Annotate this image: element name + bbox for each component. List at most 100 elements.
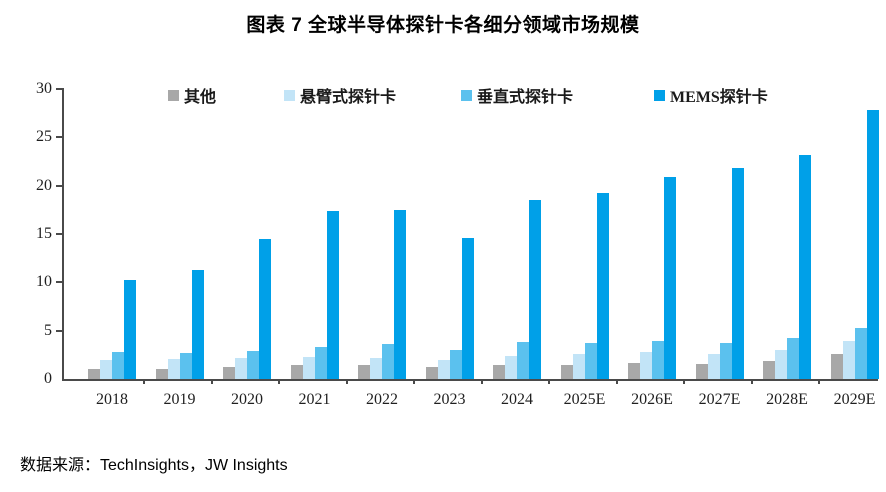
x-axis-label: 2021: [298, 391, 331, 408]
bar-2022-series1: [370, 357, 382, 379]
x-axis-label: 2028E: [766, 391, 808, 408]
bar-2025E-series1: [572, 353, 585, 379]
y-axis-label: 5: [44, 321, 52, 339]
bar-2025E-series0: [560, 364, 573, 379]
bar-2028E-series1: [775, 350, 787, 379]
bar-2028E-series2: [787, 338, 799, 379]
bar-2023-series0: [425, 367, 438, 379]
y-axis-tick: [56, 329, 64, 332]
bar-2021-series1: [302, 356, 315, 379]
bar-2027E-series3: [731, 168, 744, 379]
bar-2025E-series2: [584, 343, 597, 379]
legend-swatch-cantilever: [284, 89, 295, 101]
y-axis-tick: [56, 281, 64, 284]
x-axis-label: 2025E: [563, 391, 606, 408]
bar-2026E-series0: [628, 362, 640, 379]
bar-2027E-series0: [695, 363, 708, 379]
y-axis-tick: [56, 184, 64, 187]
bar-2019-series0: [155, 369, 168, 379]
bar-2022-series3: [394, 209, 406, 379]
x-axis-tick: [413, 379, 415, 384]
y-axis-tick: [56, 88, 64, 90]
x-axis-tick: [480, 379, 483, 384]
y-axis-tick: [56, 136, 64, 139]
source-note: 数据来源：TechInsights，JW Insights: [20, 457, 288, 474]
bar-2020-series2: [247, 350, 259, 379]
x-axis-label: 2018: [96, 391, 128, 408]
bar-2029E-series1: [842, 341, 855, 379]
bar-2020-series3: [259, 238, 271, 379]
bar-2022-series2: [382, 344, 394, 379]
x-axis-label: 2019: [163, 391, 196, 408]
legend-label-other: 其他: [184, 89, 217, 106]
bar-2020-series0: [223, 367, 235, 379]
x-axis-label: 2026E: [631, 391, 673, 408]
bar-2023-series3: [461, 237, 474, 379]
x-axis-tick: [278, 379, 280, 384]
chart-title: 图表 7 全球半导体探针卡各细分领域市场规模: [246, 15, 640, 36]
bar-2021-series2: [314, 347, 327, 379]
legend-item-other: 其他: [168, 87, 216, 106]
y-axis-label: 0: [44, 370, 52, 387]
x-axis-tick: [818, 379, 820, 384]
bar-2028E-series0: [763, 360, 775, 379]
chart-legend: 其他 悬臂式探针卡 垂直式探针卡 MEMS探针卡: [64, 87, 878, 106]
x-axis-tick: [345, 379, 348, 384]
y-axis-label: 15: [36, 225, 52, 242]
legend-label-vertical: 垂直式探针卡: [477, 89, 574, 106]
x-axis-tick: [143, 379, 145, 384]
legend-swatch-mems: [654, 89, 665, 101]
legend-label-cantilever: 悬臂式探针卡: [300, 89, 397, 106]
bar-2027E-series2: [719, 343, 732, 379]
y-axis-tick: [56, 233, 64, 235]
bar-2027E-series1: [707, 353, 720, 379]
bar-2023-series1: [437, 359, 450, 379]
bar-2026E-series2: [652, 341, 664, 379]
bar-2029E-series3: [866, 110, 879, 379]
bar-2028E-series3: [799, 154, 811, 379]
bar-2022-series0: [358, 365, 370, 379]
bar-2024-series2: [517, 342, 529, 379]
y-axis-label: 30: [36, 80, 52, 97]
bar-2024-series1: [505, 355, 517, 379]
x-axis-label: 2029E: [833, 391, 876, 408]
x-axis-tick: [750, 379, 753, 384]
x-axis-tick: [210, 379, 213, 384]
bar-2023-series2: [449, 350, 462, 379]
x-axis-tick: [548, 379, 550, 384]
bar-2024-series3: [529, 200, 541, 379]
bar-2029E-series2: [854, 327, 867, 379]
bar-2019-series3: [191, 269, 204, 379]
bar-2025E-series3: [596, 193, 609, 379]
legend-swatch-other: [168, 89, 179, 101]
bar-2018-series2: [112, 351, 124, 379]
y-axis-label: 25: [36, 128, 52, 146]
x-axis-label: 2020: [231, 391, 263, 408]
bar-2018-series0: [88, 369, 100, 379]
bar-2026E-series3: [664, 176, 676, 379]
y-axis-label: 10: [36, 273, 52, 291]
x-axis-label: 2023: [433, 391, 466, 408]
x-axis-label: 2024: [501, 391, 533, 408]
bar-2019-series1: [167, 358, 180, 379]
legend-swatch-vertical: [461, 89, 472, 101]
legend-item-cantilever: 悬臂式探针卡: [284, 87, 396, 106]
x-axis-label: 2027E: [698, 391, 741, 408]
x-axis-label: 2022: [366, 391, 398, 408]
x-axis-tick: [615, 379, 618, 384]
bar-2018-series3: [124, 280, 136, 379]
bar-2021-series0: [290, 365, 303, 379]
y-axis-label: 20: [36, 176, 52, 194]
legend-item-mems: MEMS探针卡: [654, 87, 768, 106]
bar-2018-series1: [100, 359, 112, 379]
chart-plot-area: 其他 悬臂式探针卡 垂直式探针卡 MEMS探针卡 0 5 10 15 20 25 30 201…: [36, 80, 886, 408]
x-axis-tick: [683, 379, 685, 384]
bar-2020-series1: [235, 357, 247, 379]
bar-2024-series0: [493, 364, 505, 379]
legend-item-vertical: 垂直式探针卡: [461, 87, 573, 106]
legend-label-mems: MEMS探针卡: [670, 89, 768, 106]
bar-2021-series3: [326, 210, 339, 379]
bar-2026E-series1: [640, 351, 652, 379]
bar-2019-series2: [179, 352, 192, 379]
